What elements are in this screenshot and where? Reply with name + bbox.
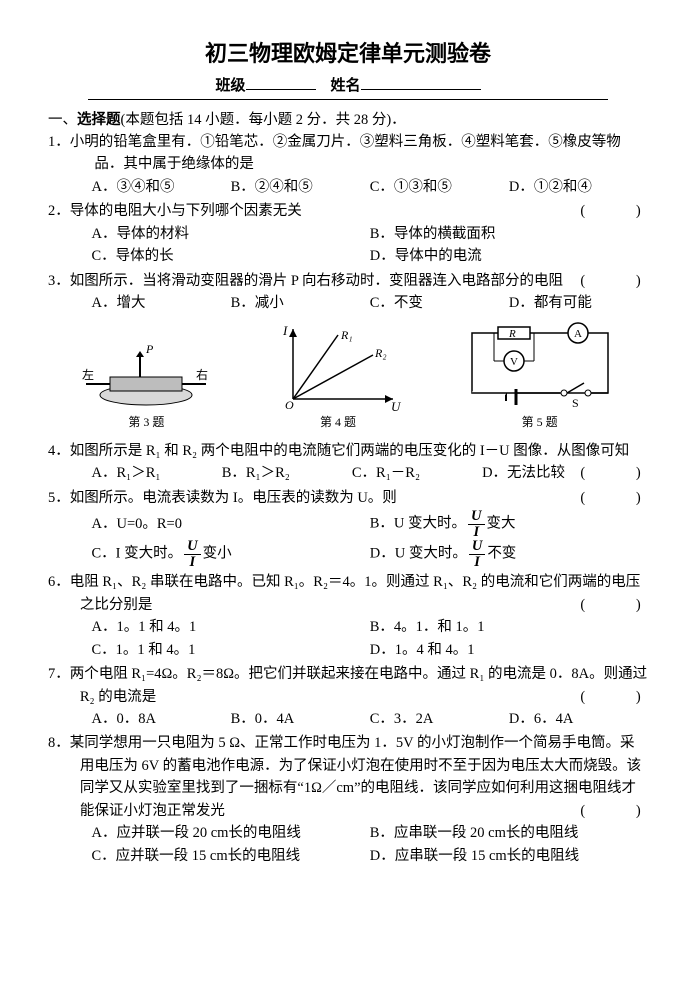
q7-opt-d: D．6．4A <box>509 708 648 730</box>
q1-text: 小明的铅笔盒里有．①铅笔芯．②金属刀片．③塑料三角板．④塑料笔套．⑤橡皮等物品．… <box>70 134 621 172</box>
svg-text:R₁: R₁ <box>340 328 353 342</box>
student-info-row: 班级 姓名 <box>88 74 608 100</box>
q1-num: 1． <box>48 134 70 150</box>
q7-text: 两个电阻 R₁=4Ω。R₂＝8Ω。把它们并联起来接在电路中。通过 R₁ 的电流是… <box>70 666 647 704</box>
question-7: 7．两个电阻 R₁=4Ω。R₂＝8Ω。把它们并联起来接在电路中。通过 R₁ 的电… <box>48 663 648 730</box>
section-bold: 选择题 <box>77 112 121 128</box>
q8-num: 8． <box>48 735 70 751</box>
section-prefix: 一、 <box>48 112 77 128</box>
q6-opt-d: D．1。4 和 4。1 <box>370 639 648 661</box>
q2-opt-d: D．导体中的电流 <box>370 245 648 267</box>
figure-3: P 左 右 第 3 题 <box>76 341 216 430</box>
q5-text: 如图所示。电流表读数为 I。电压表的读数为 U。则 <box>70 490 397 506</box>
q2-num: 2． <box>48 203 70 219</box>
q8-opt-d: D．应串联一段 15 cm长的电阻线 <box>370 845 648 867</box>
section-1-heading: 一、选择题(本题包括 14 小题．每小题 2 分．共 28 分)． <box>48 108 648 129</box>
svg-text:右: 右 <box>196 367 208 382</box>
svg-text:S: S <box>572 396 579 410</box>
q3-opt-a: A．增大 <box>92 292 231 314</box>
question-2: 2．导体的电阻大小与下列哪个因素无关 ( ) A．导体的材料 B．导体的横截面积… <box>48 200 648 267</box>
name-blank[interactable] <box>361 75 481 90</box>
q4-opt-c: C．R₁－R₂ <box>352 462 482 484</box>
q4-opt-d: D．无法比较 <box>482 462 612 484</box>
name-label: 姓名 <box>331 78 361 94</box>
q7-opt-c: C．3．2A <box>370 708 509 730</box>
q5-opt-a: A．U=0。R=0 <box>92 513 370 535</box>
question-6: 6．电阻 R₁、R₂ 串联在电路中。已知 R₁。R₂＝4。1。则通过 R₁、R₂… <box>48 571 648 661</box>
q7-opt-b: B．0．4A <box>231 708 370 730</box>
q4-opt-a: A．R₁＞R₁ <box>92 462 222 484</box>
fig3-caption: 第 3 题 <box>76 413 216 430</box>
svg-text:O: O <box>285 398 294 411</box>
q4-opt-b: B．R₁＞R₂ <box>222 462 352 484</box>
q3-opt-b: B．减小 <box>231 292 370 314</box>
q2-opt-c: C．导体的长 <box>92 245 370 267</box>
svg-text:I: I <box>282 323 288 338</box>
q3-num: 3． <box>48 273 70 289</box>
q4-num: 4． <box>48 443 70 459</box>
q2-paren[interactable]: ( ) <box>627 200 648 222</box>
q8-opt-a: A．应并联一段 20 cm长的电阻线 <box>92 822 370 844</box>
svg-text:P: P <box>145 342 154 356</box>
q1-opt-b: B．②④和⑤ <box>231 176 370 198</box>
q5-num: 5． <box>48 490 70 506</box>
q8-opt-b: B．应串联一段 20 cm长的电阻线 <box>370 822 648 844</box>
q6-text: 电阻 R₁、R₂ 串联在电路中。已知 R₁。R₂＝4。1。则通过 R₁、R₂ 的… <box>70 574 640 612</box>
q6-opt-b: B．4。1．和 1。1 <box>370 616 648 638</box>
class-label: 班级 <box>215 78 245 94</box>
question-5: 5．如图所示。电流表读数为 I。电压表的读数为 U。则 ( ) A．U=0。R=… <box>48 487 648 569</box>
q1-opt-a: A．③④和⑤ <box>92 176 231 198</box>
q5-opt-c: C．I 变大时。UI变小 <box>92 539 370 569</box>
exam-page: 初三物理欧姆定律单元测验卷 班级 姓名 一、选择题(本题包括 14 小题．每小题… <box>0 0 696 909</box>
q8-text: 某同学想用一只电阻为 5 Ω、正常工作时电压为 1．5V 的小灯泡制作一个简易手… <box>70 735 641 818</box>
question-4: 4．如图所示是 R₁ 和 R₂ 两个电阻中的电流随它们两端的电压变化的 I－U … <box>48 440 648 485</box>
svg-text:R₂: R₂ <box>374 346 387 360</box>
q7-opt-a: A．0．8A <box>92 708 231 730</box>
svg-text:V: V <box>510 356 518 368</box>
q1-opt-c: C．①③和⑤ <box>370 176 509 198</box>
figure-5: R A V S 第 5 题 <box>460 321 620 430</box>
figure-4: I U O R₁ R₂ 第 4 题 <box>273 321 403 430</box>
svg-text:左: 左 <box>82 367 94 382</box>
q3-opt-d: D．都有可能 <box>509 292 648 314</box>
q4-paren[interactable]: ( ) <box>612 462 648 484</box>
q6-opt-c: C．1。1 和 4。1 <box>92 639 370 661</box>
q6-num: 6． <box>48 574 70 590</box>
fig5-caption: 第 5 题 <box>460 413 620 430</box>
q3-text: 如图所示．当将滑动变阻器的滑片 P 向右移动时．变阻器连入电路部分的电阻 <box>70 273 563 289</box>
question-8: 8．某同学想用一只电阻为 5 Ω、正常工作时电压为 1．5V 的小灯泡制作一个简… <box>48 732 648 867</box>
q5-opt-d: D．U 变大时。UI不变 <box>370 539 648 569</box>
q5-opt-b: B．U 变大时。UI变大 <box>370 509 648 539</box>
svg-text:U: U <box>391 399 402 411</box>
section-rest: (本题包括 14 小题．每小题 2 分．共 28 分)． <box>121 112 406 128</box>
class-blank[interactable] <box>246 75 316 90</box>
q4-text: 如图所示是 R₁ 和 R₂ 两个电阻中的电流随它们两端的电压变化的 I－U 图像… <box>70 443 630 459</box>
q5-paren[interactable]: ( ) <box>612 487 648 509</box>
question-1: 1．小明的铅笔盒里有．①铅笔芯．②金属刀片．③塑料三角板．④塑料笔套．⑤橡皮等物… <box>48 131 648 198</box>
q8-paren[interactable]: ( ) <box>612 800 648 822</box>
q6-opt-a: A．1。1 和 4。1 <box>92 616 370 638</box>
svg-text:A: A <box>574 328 582 340</box>
q1-opt-d: D．①②和④ <box>509 176 648 198</box>
svg-text:R: R <box>508 328 516 340</box>
q3-opt-c: C．不变 <box>370 292 509 314</box>
fig4-caption: 第 4 题 <box>273 413 403 430</box>
q6-paren[interactable]: ( ) <box>612 594 648 616</box>
q7-num: 7． <box>48 666 70 682</box>
page-title: 初三物理欧姆定律单元测验卷 <box>48 36 648 68</box>
q2-text: 导体的电阻大小与下列哪个因素无关 <box>70 203 302 219</box>
q2-opt-a: A．导体的材料 <box>92 223 370 245</box>
q8-opt-c: C．应并联一段 15 cm长的电阻线 <box>92 845 370 867</box>
figure-row: P 左 右 第 3 题 I U O R₁ R₂ 第 4 题 <box>48 321 648 430</box>
q7-paren[interactable]: ( ) <box>612 686 648 708</box>
q3-paren[interactable]: ( ) <box>627 270 648 292</box>
q2-opt-b: B．导体的横截面积 <box>370 223 648 245</box>
question-3: 3．如图所示．当将滑动变阻器的滑片 P 向右移动时．变阻器连入电路部分的电阻 (… <box>48 270 648 315</box>
